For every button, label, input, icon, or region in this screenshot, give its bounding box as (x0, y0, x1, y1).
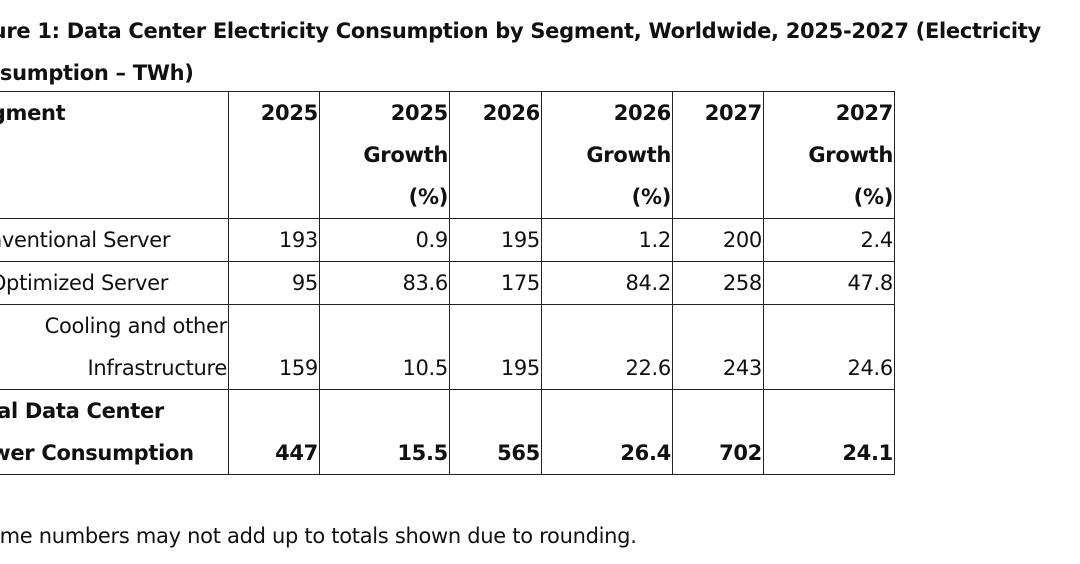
cell-2027-growth: 2.4 (763, 218, 895, 262)
cell-2025: 95 (228, 261, 320, 305)
cell-2025-growth: 0.9 (319, 218, 450, 262)
row-segment: AI-Optimized Server (0, 261, 229, 305)
table-header-row: Segment 2025 2025 Growth (%) 2026 2026 G… (0, 91, 895, 219)
row-segment: Cooling and other Infrastructure (0, 304, 229, 390)
cell-2026-growth: 22.6 (541, 304, 673, 390)
cell-2025: 159 (228, 304, 320, 390)
cell-2027: 200 (672, 218, 764, 262)
cell-2027: 243 (672, 304, 764, 390)
header-2027: 2027 (672, 91, 764, 219)
header-2026-growth: 2026 Growth (%) (541, 91, 673, 219)
header-2025-growth: 2025 Growth (%) (319, 91, 450, 219)
total-2026-growth: 26.4 (541, 389, 673, 475)
cell-2026: 195 (449, 218, 542, 262)
table-row: Conventional Server 193 0.9 195 1.2 200 … (0, 218, 895, 262)
consumption-table: Segment 2025 2025 Growth (%) 2026 2026 G… (0, 91, 895, 475)
figure-title-line-1: Figure 1: Data Center Electricity Consum… (0, 19, 1041, 43)
row-segment: Conventional Server (0, 218, 229, 262)
total-2026: 565 (449, 389, 542, 475)
header-2026: 2026 (449, 91, 542, 219)
cell-2025: 193 (228, 218, 320, 262)
cell-2026-growth: 1.2 (541, 218, 673, 262)
table-row: Cooling and other Infrastructure 159 10.… (0, 304, 895, 390)
cell-2026: 195 (449, 304, 542, 390)
cell-2026-growth: 84.2 (541, 261, 673, 305)
cell-2027: 258 (672, 261, 764, 305)
table-total-row: Total Data Center Power Consumption 447 … (0, 389, 895, 475)
total-2025: 447 (228, 389, 320, 475)
total-segment: Total Data Center Power Consumption (0, 389, 229, 475)
table-row: AI-Optimized Server 95 83.6 175 84.2 258… (0, 261, 895, 305)
cell-2025-growth: 83.6 (319, 261, 450, 305)
cell-2026: 175 (449, 261, 542, 305)
header-2027-growth: 2027 Growth (%) (763, 91, 895, 219)
header-segment: Segment (0, 91, 229, 219)
cell-2025-growth: 10.5 (319, 304, 450, 390)
cell-2027-growth: 24.6 (763, 304, 895, 390)
rounding-note: Some numbers may not add up to totals sh… (0, 524, 637, 548)
total-2027: 702 (672, 389, 764, 475)
header-2025: 2025 (228, 91, 320, 219)
figure-title-line-2: Consumption – TWh) (0, 61, 194, 85)
total-2027-growth: 24.1 (763, 389, 895, 475)
cell-2027-growth: 47.8 (763, 261, 895, 305)
total-2025-growth: 15.5 (319, 389, 450, 475)
figure-title: Figure 1: Data Center Electricity Consum… (0, 10, 1080, 94)
